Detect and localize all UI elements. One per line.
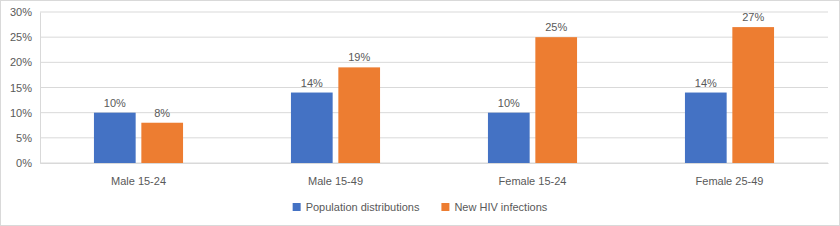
legend-item: Population distributions <box>293 201 420 213</box>
legend-swatch <box>441 203 449 211</box>
chart-border <box>1 1 840 226</box>
data-labels: 10% 14% 10% 14% 8% 19% 25% 27% <box>104 11 765 119</box>
y-tick: 5% <box>16 132 40 144</box>
x-tick-label: Female 25-49 <box>696 175 764 187</box>
grid-line <box>40 12 828 13</box>
x-tick: Male 15-24 <box>111 163 166 187</box>
y-tick: 10% <box>10 107 40 119</box>
legend-swatch <box>293 203 301 211</box>
bar <box>94 113 136 163</box>
x-tick: Female 25-49 <box>696 163 764 187</box>
x-axis: Male 15-24 Male 15-49 Female 15-24 Female 2… <box>41 163 829 187</box>
y-tick-label: 25% <box>10 31 32 43</box>
y-tick: 25% <box>10 31 40 43</box>
y-tick: 20% <box>10 56 40 68</box>
y-tick-label: 0% <box>16 157 32 169</box>
y-axis-line <box>40 13 41 164</box>
plot: 0% 5% 10% 15% 20% 25% 30% Male 15-24 Male 15-49 F… <box>10 6 829 187</box>
bar <box>685 93 727 163</box>
legend-label: New HIV infections <box>454 201 547 213</box>
x-tick-label: Female 15-24 <box>499 175 567 187</box>
bars <box>94 27 774 163</box>
x-tick: Female 15-24 <box>499 163 567 187</box>
y-tick-label: 10% <box>10 107 32 119</box>
y-tick-label: 15% <box>10 82 32 94</box>
y-tick: 15% <box>10 82 40 94</box>
x-tick-label: Male 15-24 <box>111 175 166 187</box>
chart: 0% 5% 10% 15% 20% 25% 30% Male 15-24 Male 15-49 F… <box>0 0 840 226</box>
x-tick-label: Male 15-49 <box>308 175 363 187</box>
data-label: 10% <box>498 97 520 109</box>
y-tick: 30% <box>10 6 40 18</box>
legend: Population distributions New HIV infectio… <box>293 201 548 213</box>
bar <box>291 93 333 163</box>
data-label: 8% <box>154 107 170 119</box>
y-tick-label: 20% <box>10 56 32 68</box>
x-axis-line <box>41 163 829 164</box>
data-label: 14% <box>301 77 323 89</box>
grid <box>40 12 828 163</box>
bar <box>488 113 530 163</box>
data-label: 19% <box>348 51 370 63</box>
legend-item: New HIV infections <box>441 201 547 213</box>
data-label: 10% <box>104 97 126 109</box>
y-tick-label: 30% <box>10 6 32 18</box>
data-label: 27% <box>742 11 764 23</box>
data-label: 14% <box>695 77 717 89</box>
bar <box>141 123 183 163</box>
grid-line <box>40 37 828 38</box>
bar <box>732 27 774 163</box>
bar <box>338 67 380 163</box>
x-tick: Male 15-49 <box>308 163 363 187</box>
legend-label: Population distributions <box>306 201 420 213</box>
y-tick: 0% <box>16 157 40 169</box>
grid-line <box>40 62 828 63</box>
y-axis: 0% 5% 10% 15% 20% 25% 30% <box>10 6 41 169</box>
data-label: 25% <box>545 21 567 33</box>
y-tick-label: 5% <box>16 132 32 144</box>
bar <box>535 37 577 163</box>
